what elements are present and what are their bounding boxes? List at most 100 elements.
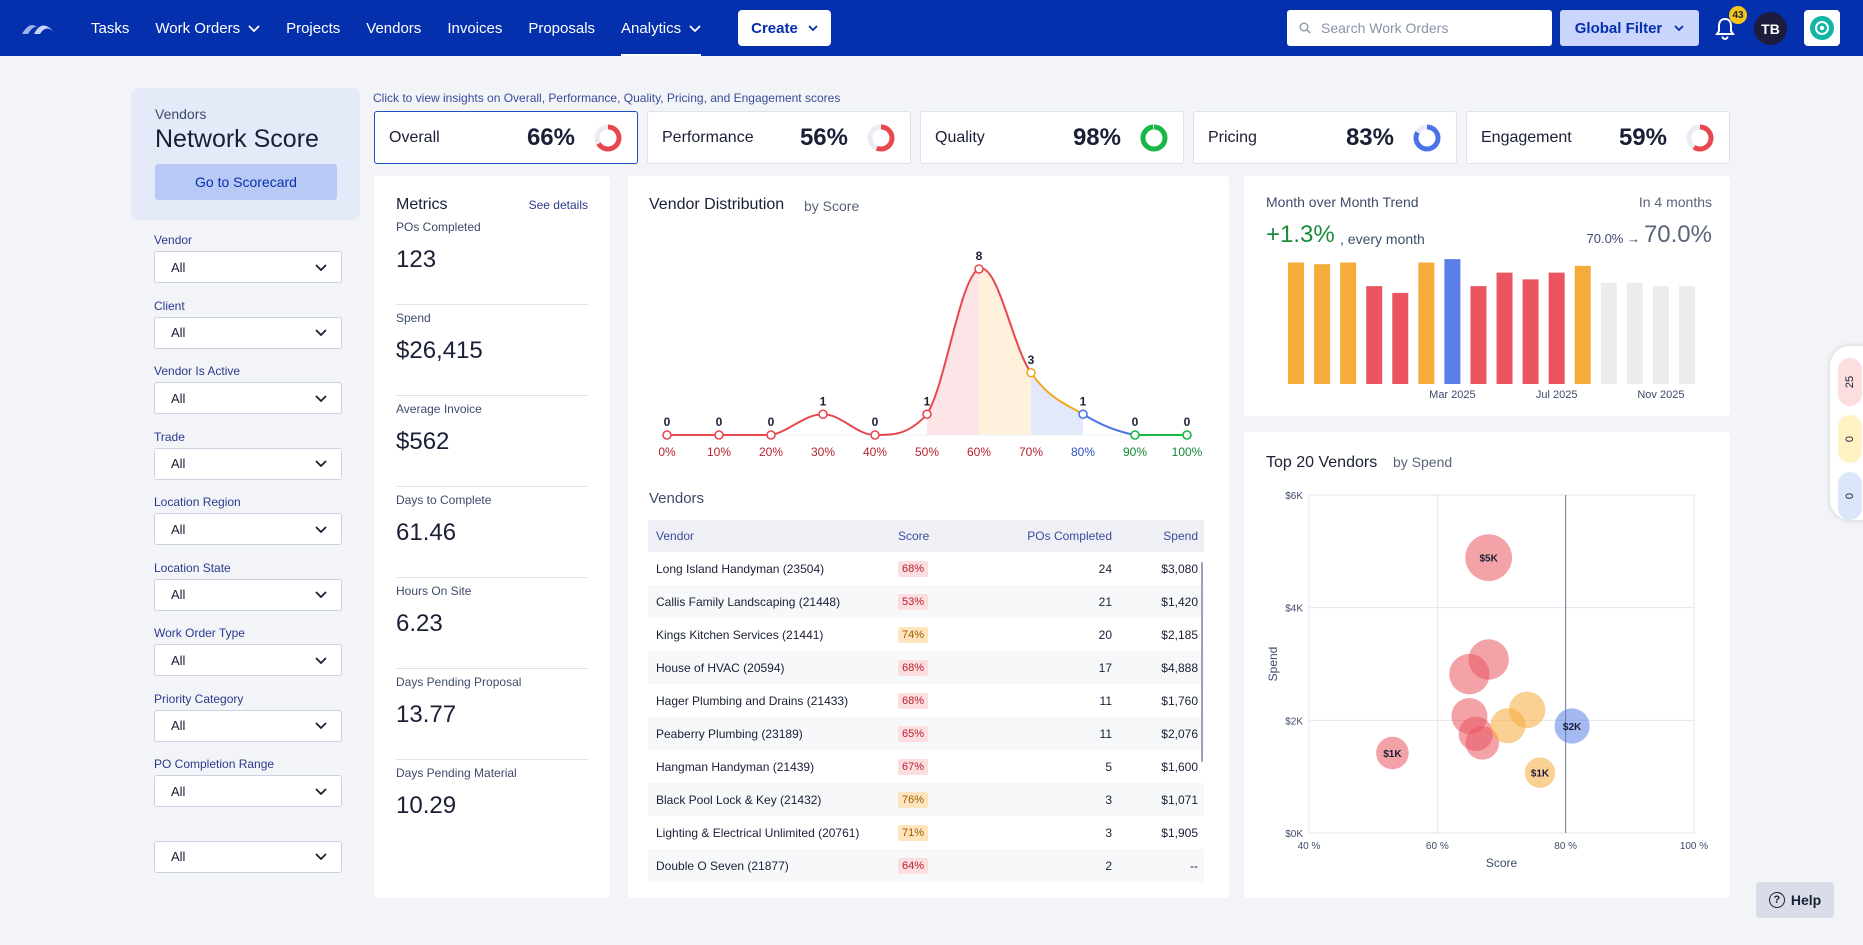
scatter-bubble (1449, 653, 1490, 695)
column-header[interactable]: Vendor (656, 529, 695, 543)
score-card-overall[interactable]: Overall 66% (374, 111, 638, 164)
nav-item-work-orders[interactable]: Work Orders (142, 0, 273, 56)
nav-item-proposals[interactable]: Proposals (515, 0, 608, 56)
score-label: Pricing (1208, 128, 1257, 146)
distribution-point (1078, 409, 1088, 420)
metric-value: 13.77 (396, 701, 457, 728)
table-row[interactable]: Lighting & Electrical Unlimited (20761) 7… (648, 816, 1204, 849)
pos-completed: 3 (1105, 792, 1112, 807)
table-row[interactable]: Hager Plumbing and Drains (21433) 68% 11 $1… (648, 684, 1204, 717)
spend: $2,076 (1161, 726, 1198, 741)
nav-menu: Tasks Work Orders Projects Vendors Invoices P… (78, 0, 714, 56)
chevron-down-icon (315, 722, 327, 729)
distribution-point (766, 430, 776, 440)
table-row[interactable]: Kings Kitchen Services (21441) 74% 20 $2,18… (648, 618, 1204, 651)
score-donut (594, 124, 622, 151)
filter-select[interactable]: All (154, 644, 342, 676)
score-cards: Overall 66% Performance 56% Quality 98% Pricin… (374, 111, 1730, 164)
trend-bar (1496, 272, 1513, 384)
filter-label: Work Order Type (154, 626, 245, 640)
side-drawer-tab[interactable]: 25 0 0 (1830, 346, 1863, 520)
user-avatar[interactable]: TB (1754, 12, 1787, 45)
filter-group: Vendor Is Active All (154, 364, 344, 430)
metric-value: 6.23 (396, 610, 443, 637)
vendor-name: Black Pool Lock & Key (21432) (656, 792, 822, 807)
filter-select[interactable]: All (154, 447, 342, 480)
table-row[interactable]: Double O Seven (21877) 64% 2 -- (648, 849, 1204, 882)
filter-select[interactable]: All (154, 251, 342, 283)
filter-select[interactable]: All (154, 775, 342, 807)
search-input[interactable] (1321, 20, 1521, 36)
score-donut (867, 124, 895, 151)
create-button[interactable]: Create (738, 10, 831, 46)
table-row[interactable]: Callis Family Landscaping (21448) 53% 21 $1… (648, 585, 1204, 618)
metric-item: Spend $26,415 (396, 305, 588, 396)
go-to-scorecard-button[interactable]: Go to Scorecard (155, 164, 337, 200)
brand-logo-icon[interactable] (20, 18, 56, 36)
score-card-performance[interactable]: Performance 56% (647, 111, 911, 164)
distribution-line-segment (1082, 413, 1136, 436)
trend-bar (1600, 282, 1617, 384)
vendor-name: Peaberry Plumbing (23189) (656, 726, 803, 741)
see-details-link[interactable]: See details (528, 198, 588, 212)
table-row[interactable]: House of HVAC (20594) 68% 17 $4,888 (648, 651, 1204, 684)
metric-label: Spend (396, 311, 431, 325)
vendor-name: Hangman Handyman (21439) (656, 759, 815, 774)
nav-item-vendors[interactable]: Vendors (353, 0, 434, 56)
notification-badge: 43 (1729, 6, 1747, 24)
metric-item: Days Pending Proposal 13.77 (396, 669, 588, 760)
column-header[interactable]: POs Completed (1027, 529, 1112, 543)
table-scrollbar[interactable] (1201, 562, 1203, 762)
filter-value: All (171, 718, 186, 733)
nav-item-tasks[interactable]: Tasks (78, 0, 142, 56)
top20-title: Top 20 Vendors (1266, 454, 1378, 471)
global-filter-label: Global Filter (1574, 19, 1663, 37)
search-box[interactable] (1287, 10, 1552, 46)
side-tab-pill[interactable]: 0 (1838, 472, 1862, 520)
distribution-subtitle: by Score (804, 198, 860, 214)
filter-select[interactable]: All (154, 513, 342, 545)
filter-select[interactable]: All (154, 709, 342, 742)
table-row[interactable]: Black Pool Lock & Key (21432) 76% 3 $1,071 (648, 783, 1204, 816)
distribution-line-segment (1030, 372, 1084, 416)
app-switcher-button[interactable] (1804, 10, 1840, 46)
filter-select[interactable]: All (154, 578, 342, 611)
filter-group: Trade All (154, 430, 344, 496)
filter-label: PO Completion Range (154, 757, 275, 771)
side-tab-pill[interactable]: 0 (1838, 415, 1862, 463)
nav-item-analytics[interactable]: Analytics (608, 0, 714, 56)
metric-item: POs Completed 123 (396, 214, 588, 305)
distribution-value-label: 1 (1080, 394, 1087, 408)
score-value: 59% (1618, 123, 1667, 151)
help-button[interactable]: ? Help (1756, 882, 1834, 918)
filter-select[interactable]: All (154, 382, 342, 414)
score-card-pricing[interactable]: Pricing 83% (1193, 111, 1457, 164)
table-row[interactable]: Long Island Handyman (23504) 68% 24 $3,080 (648, 552, 1204, 585)
distribution-value-label: 0 (1184, 415, 1191, 429)
trend-horizon: In 4 months (1638, 194, 1712, 210)
global-filter-button[interactable]: Global Filter (1560, 10, 1699, 46)
column-header[interactable]: Score (898, 529, 930, 543)
score-card-quality[interactable]: Quality 98% (920, 111, 1184, 164)
score-pill: 65% (898, 725, 929, 742)
trend-bar (1626, 282, 1643, 384)
metric-value: 61.46 (396, 519, 457, 546)
table-row[interactable]: Peaberry Plumbing (23189) 65% 11 $2,076 (648, 717, 1204, 750)
column-header[interactable]: Spend (1163, 529, 1198, 543)
nav-item-label: Invoices (447, 19, 503, 37)
scatter-bubble (1554, 708, 1590, 744)
spend: $4,888 (1161, 660, 1198, 675)
filter-select[interactable]: All (154, 840, 342, 873)
score-pill: 68% (898, 659, 929, 676)
spend: -- (1190, 858, 1198, 873)
table-row[interactable]: Hangman Handyman (21439) 67% 5 $1,600 (648, 750, 1204, 783)
score-card-engagement[interactable]: Engagement 59% (1466, 111, 1730, 164)
filter-panel: Vendor All Client All Vendor Is Active All Tra… (154, 233, 344, 888)
nav-item-projects[interactable]: Projects (273, 0, 353, 56)
page-title: Network Score (155, 125, 319, 153)
filter-select[interactable]: All (154, 316, 342, 349)
filter-group: Location Region All (154, 495, 344, 561)
side-tab-pill[interactable]: 25 (1838, 358, 1862, 406)
nav-item-invoices[interactable]: Invoices (434, 0, 515, 56)
bell-icon[interactable] (1714, 16, 1736, 40)
